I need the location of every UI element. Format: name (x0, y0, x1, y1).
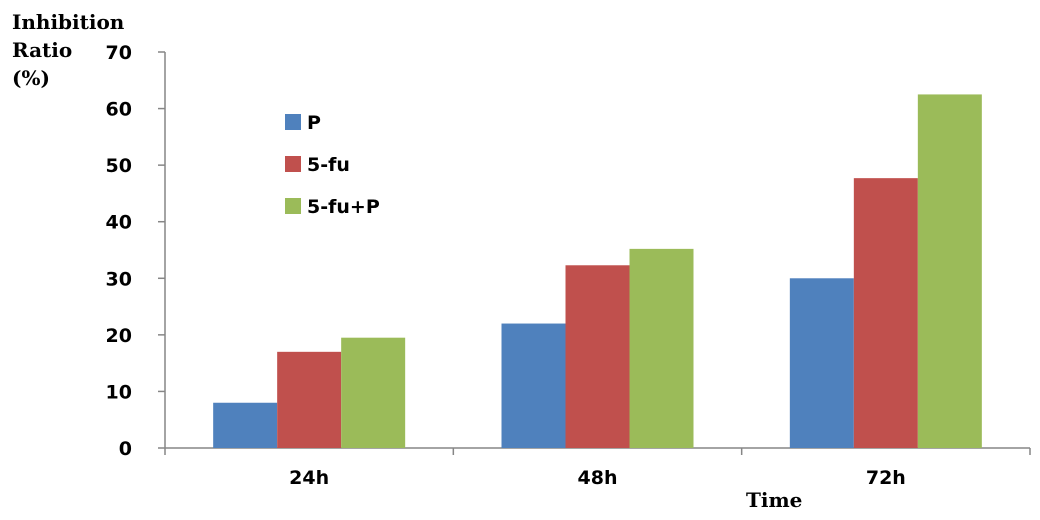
x-tick-label: 24h (289, 467, 329, 489)
y-axis-title-line-2: Ratio (12, 38, 73, 62)
bar-5-fu-72h (853, 178, 918, 448)
x-tick-label: 48h (578, 467, 618, 489)
y-tick-label: 40 (106, 212, 132, 234)
legend-label: 5-fu+P (307, 196, 380, 218)
y-axis-title-line-3: (%) (12, 66, 50, 90)
bar-5-fu-p-72h (917, 94, 982, 448)
y-tick-label: 60 (106, 99, 132, 121)
legend-swatch (285, 156, 301, 172)
bar-5-fu-p-24h (341, 337, 406, 448)
y-tick-label: 20 (106, 325, 132, 347)
legend-swatch (285, 198, 301, 214)
bar-5-fu-p-48h (629, 248, 694, 448)
y-axis-title: Inhibition Ratio (%) (12, 8, 124, 92)
x-axis-title: Time (746, 488, 803, 512)
bar-5-fu-48h (565, 265, 630, 448)
y-tick-label: 10 (106, 381, 132, 403)
bar-5-fu-24h (277, 351, 342, 448)
y-tick-label: 70 (106, 42, 132, 64)
legend-label: 5-fu (307, 154, 350, 176)
bar-p-24h (213, 402, 278, 448)
bar-p-72h (789, 278, 854, 448)
legend-swatch (285, 114, 301, 130)
x-tick-label: 72h (866, 467, 906, 489)
y-axis-title-line-1: Inhibition (12, 10, 125, 34)
y-tick-label: 0 (119, 438, 132, 460)
y-tick-label: 50 (106, 155, 132, 177)
y-tick-label: 30 (106, 268, 132, 290)
legend-label: P (307, 112, 321, 134)
bar-p-48h (501, 323, 566, 448)
